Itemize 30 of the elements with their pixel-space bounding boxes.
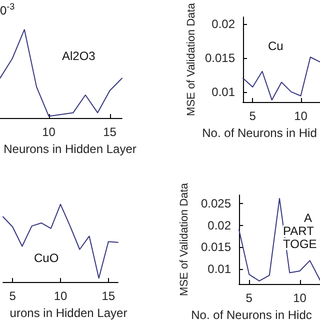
x-tick-label: 5 xyxy=(249,109,256,123)
y-tick-label: 0.02 xyxy=(208,218,232,232)
y-axis-title: MSE of Validation Data xyxy=(186,2,198,116)
x-tick-label: 5 xyxy=(246,291,253,305)
annotation: CuO xyxy=(34,251,59,265)
annotation: A xyxy=(304,211,312,225)
x-tick-label: 5 xyxy=(9,289,16,303)
annotation: TOGE xyxy=(283,237,317,251)
y-tick-label: 0.015 xyxy=(204,50,236,65)
line-series xyxy=(238,198,320,282)
y-tick-label: 0.01 xyxy=(208,262,232,276)
y-tick-label: 0.02 xyxy=(212,16,236,31)
x-axis-title: No. of Neurons in Hid xyxy=(202,126,317,140)
x-axis-title: urons in Hidden Layer xyxy=(10,306,128,320)
x-tick-label: 10 xyxy=(54,289,68,303)
x-axis-title: No. of Neurons in Hidc xyxy=(191,308,312,320)
x-tick-label: 15 xyxy=(103,125,117,139)
y-tick-label: 0.015 xyxy=(200,240,232,254)
annotation: PART xyxy=(283,224,315,238)
line-series xyxy=(242,56,320,100)
y-tick-label: 0.025 xyxy=(200,196,232,211)
x-axis-title: Neurons in Hidden Layer xyxy=(4,142,136,156)
x-tick-label: 10 xyxy=(42,125,56,139)
annotation: Al2O3 xyxy=(62,49,96,63)
y-tick-label: 0.01 xyxy=(212,84,236,99)
x-tick-label: 10 xyxy=(294,109,308,123)
x-tick-label: 15 xyxy=(102,289,116,303)
annotation: Cu xyxy=(268,39,284,53)
y-axis-title: MSE of Validation Data xyxy=(178,182,191,296)
x-tick-label: 10 xyxy=(293,291,307,305)
